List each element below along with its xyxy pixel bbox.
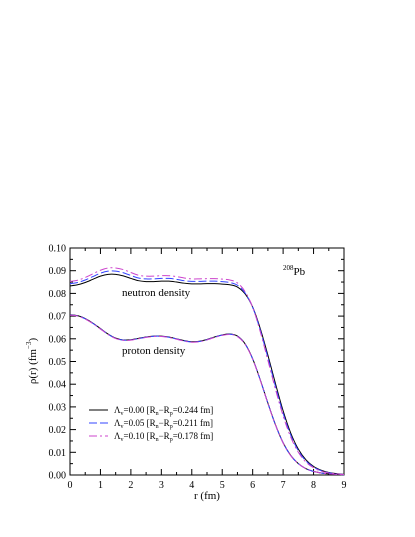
x-tick-label: 3 xyxy=(159,480,164,491)
legend-entry: Λv=0.10 [Rn−Rp=0.178 fm] xyxy=(89,431,213,443)
neutron-density-label: neutron density xyxy=(122,287,191,299)
axis-ticks xyxy=(69,247,345,476)
y-tick-label: 0.09 xyxy=(49,266,67,277)
series-2-proton-line xyxy=(69,314,345,476)
y-axis-title-exponent: −3 xyxy=(25,341,33,349)
x-tick-label: 9 xyxy=(342,480,347,491)
legend-label: Λv=0.05 [Rn−Rp=0.211 fm] xyxy=(114,418,213,430)
y-tick-label: 0.05 xyxy=(49,357,67,368)
legend-entry: Λv=0.05 [Rn−Rp=0.211 fm] xyxy=(89,418,213,430)
x-tick-label: 0 xyxy=(68,480,73,491)
legend-label: Λv=0.00 [Rn−Rp=0.244 fm] xyxy=(114,405,213,417)
y-axis-title-close: ) xyxy=(27,338,39,342)
series-lines xyxy=(69,267,345,476)
y-tick-label: 0.04 xyxy=(49,380,67,391)
y-tick-label: 0.01 xyxy=(49,448,67,459)
series-0-proton-line xyxy=(69,314,345,476)
y-tick-label: 0.10 xyxy=(49,244,67,255)
x-tick-label: 7 xyxy=(281,480,286,491)
series-0-neutron-line xyxy=(69,273,345,475)
nucleus-symbol: Pb xyxy=(294,266,306,278)
y-tick-label: 0.03 xyxy=(49,402,67,413)
x-tick-label: 6 xyxy=(250,480,255,491)
nucleus-label: 208Pb xyxy=(283,264,306,278)
x-axis-title: r (fm) xyxy=(194,490,220,502)
proton-density-label: proton density xyxy=(122,345,186,357)
series-1-proton-line xyxy=(69,314,345,476)
nucleus-mass-number: 208 xyxy=(283,264,294,272)
y-axis-title: ρ(r) (fm−3) xyxy=(25,338,39,385)
y-tick-label: 0.08 xyxy=(49,289,67,300)
axis-tick-labels: 0 1 2 3 4 5 6 7 8 9 0.00 0.01 0.02 0.03 0.04 0.05 0.06 0.… xyxy=(49,244,347,492)
y-tick-label: 0.07 xyxy=(49,312,67,323)
x-tick-label: 1 xyxy=(98,480,103,491)
y-tick-label: 0.02 xyxy=(49,425,67,436)
x-tick-label: 5 xyxy=(220,480,225,491)
x-tick-label: 8 xyxy=(311,480,316,491)
series-2-neutron-line xyxy=(69,267,345,476)
x-tick-label: 2 xyxy=(128,480,133,491)
legend-label: Λv=0.10 [Rn−Rp=0.178 fm] xyxy=(114,431,213,443)
y-tick-label: 0.00 xyxy=(49,471,67,482)
y-axis-title-main: ρ(r) (fm xyxy=(27,349,39,385)
x-tick-label: 4 xyxy=(189,480,194,491)
legend: Λv=0.00 [Rn−Rp=0.244 fm] Λv=0.05 [Rn−Rp=… xyxy=(89,405,213,443)
legend-entry: Λv=0.00 [Rn−Rp=0.244 fm] xyxy=(89,405,213,417)
series-1-neutron-line xyxy=(69,270,345,476)
y-tick-label: 0.06 xyxy=(49,334,67,345)
